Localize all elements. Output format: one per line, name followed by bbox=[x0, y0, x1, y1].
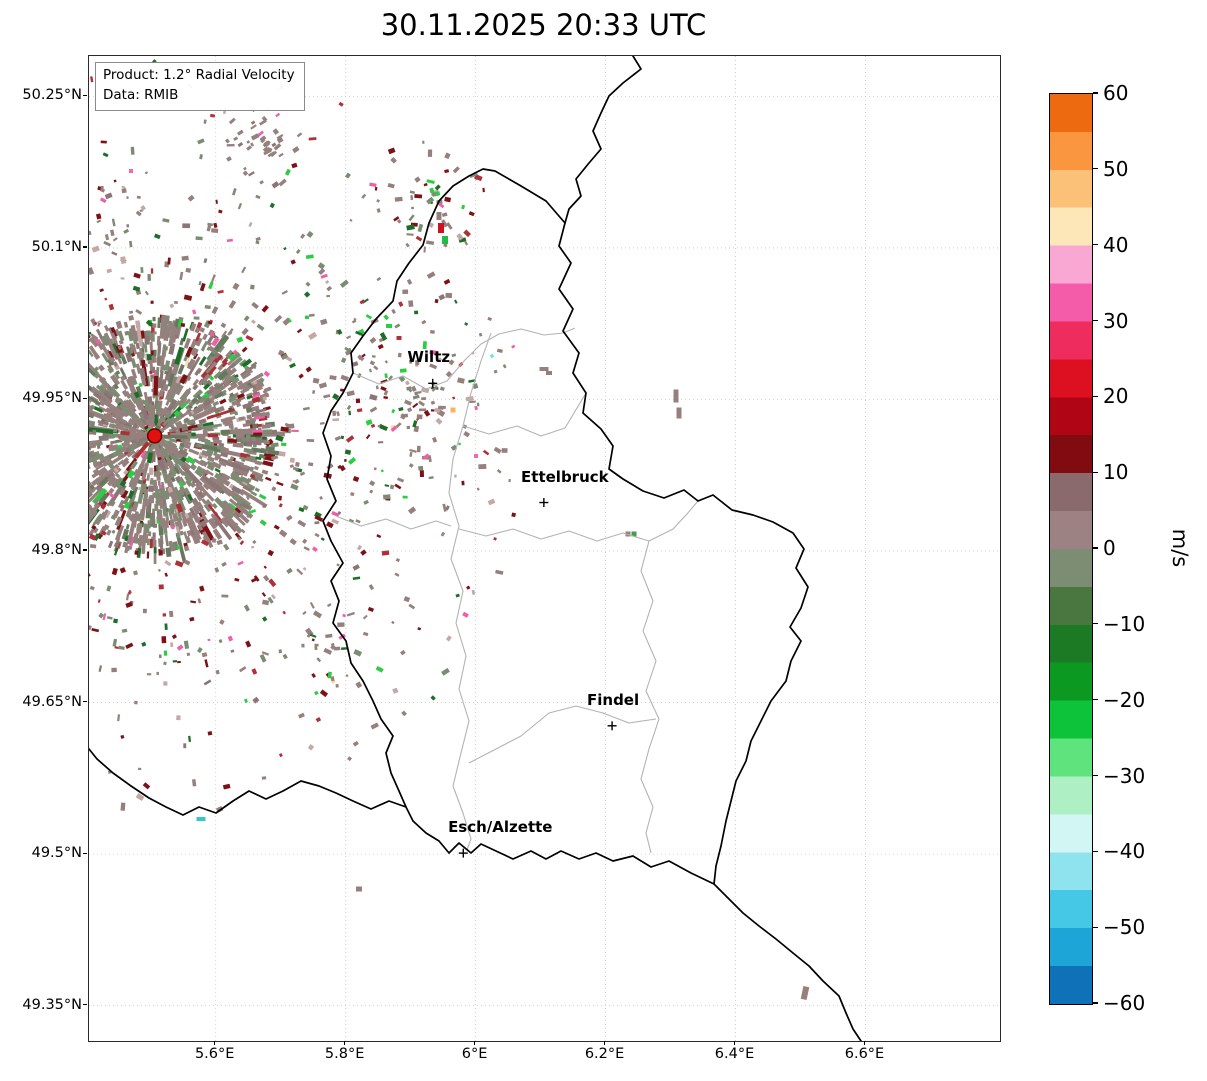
district-border bbox=[335, 515, 452, 530]
velocity-echo bbox=[673, 389, 679, 403]
colorbar-tick-label: −10 bbox=[1103, 611, 1146, 636]
figure-title: 30.11.2025 20:33 UTC bbox=[380, 8, 707, 42]
colorbar-tick-label: 40 bbox=[1103, 232, 1129, 257]
country-border bbox=[713, 883, 862, 1041]
colorbar-tick-mark bbox=[1093, 168, 1098, 170]
radar-site-marker bbox=[146, 428, 163, 444]
velocity-echo bbox=[442, 236, 448, 244]
y-tick-mark bbox=[83, 94, 87, 96]
x-tick-mark bbox=[863, 1041, 866, 1045]
district-border bbox=[458, 500, 699, 542]
velocity-echo bbox=[676, 407, 682, 419]
x-tick-mark bbox=[474, 1041, 476, 1045]
velocity-echo bbox=[396, 336, 402, 340]
y-tick-label: 49.35°N bbox=[22, 996, 82, 1013]
city-label-findel: Findel bbox=[587, 690, 640, 709]
velocity-echo bbox=[631, 531, 637, 537]
x-tick-label: 5.8°E bbox=[324, 1046, 365, 1062]
country-border bbox=[89, 748, 407, 816]
velocity-echo-layer bbox=[89, 59, 810, 1000]
colorbar-tick-label: −50 bbox=[1103, 915, 1146, 940]
y-tick-mark bbox=[83, 700, 87, 703]
colorbar-tick-label: 10 bbox=[1103, 460, 1129, 485]
district-border bbox=[462, 392, 587, 437]
y-tick-mark bbox=[83, 246, 87, 248]
colorbar-tick-label: −20 bbox=[1103, 687, 1146, 712]
x-tick-label: 6.4°E bbox=[714, 1046, 755, 1062]
y-tick-label: 49.95°N bbox=[22, 390, 82, 407]
colorbar-tick-mark bbox=[1093, 92, 1098, 94]
y-tick-mark bbox=[83, 1004, 87, 1006]
y-tick-mark bbox=[83, 397, 87, 400]
velocity-echo bbox=[438, 223, 444, 233]
colorbar-tick-mark bbox=[1093, 244, 1098, 246]
velocity-echo bbox=[539, 367, 549, 371]
velocity-echo bbox=[386, 324, 392, 328]
x-tick-mark bbox=[344, 1041, 346, 1045]
velocity-echo bbox=[196, 817, 206, 821]
velocity-echo bbox=[436, 212, 442, 220]
color-scale-bar bbox=[1049, 93, 1093, 1005]
colorbar-unit-label: m/s bbox=[1168, 528, 1192, 568]
colorbar-tick-label: −60 bbox=[1103, 991, 1146, 1015]
colorbar-tick-mark bbox=[1093, 623, 1098, 625]
velocity-echo bbox=[129, 169, 133, 173]
y-tick-label: 50.1°N bbox=[31, 238, 82, 255]
colorbar-tick-mark bbox=[1093, 319, 1098, 322]
colorbar-tick-label: −40 bbox=[1103, 839, 1146, 864]
y-tick-mark bbox=[83, 852, 87, 854]
city-label-wiltz: Wiltz bbox=[407, 348, 451, 367]
data-source-line: Data: RMIB bbox=[103, 86, 179, 103]
velocity-echo bbox=[450, 407, 456, 413]
velocity-echo bbox=[474, 454, 478, 458]
radar-velocity-map bbox=[89, 56, 1000, 1041]
x-tick-label: 6°E bbox=[461, 1046, 488, 1062]
colorbar-tick-label: 0 bbox=[1103, 536, 1116, 560]
velocity-echo bbox=[800, 986, 810, 1000]
x-tick-mark bbox=[733, 1041, 736, 1045]
x-tick-label: 5.6°E bbox=[194, 1046, 235, 1062]
y-tick-label: 50.25°N bbox=[22, 87, 82, 104]
x-tick-label: 6.6°E bbox=[844, 1046, 885, 1062]
product-info-box: Product: 1.2° Radial Velocity Data: RMIB bbox=[95, 62, 305, 112]
district-border bbox=[352, 327, 576, 390]
colorbar-tick-mark bbox=[1093, 774, 1098, 777]
x-tick-label: 6.2°E bbox=[584, 1046, 625, 1062]
colorbar-tick-mark bbox=[1093, 850, 1098, 852]
product-info-line: Product: 1.2° Radial Velocity bbox=[103, 67, 295, 83]
district-border bbox=[448, 332, 492, 851]
colorbar-tick-label: −30 bbox=[1103, 763, 1146, 788]
y-tick-mark bbox=[83, 549, 87, 551]
y-tick-label: 49.65°N bbox=[22, 693, 82, 710]
colorbar-tick-mark bbox=[1093, 926, 1098, 928]
colorbar-tick-mark bbox=[1093, 1002, 1098, 1004]
x-tick-mark bbox=[603, 1041, 606, 1045]
country-border bbox=[564, 56, 642, 224]
colorbar-tick-mark bbox=[1093, 471, 1098, 473]
colorbar-tick-label: 20 bbox=[1103, 384, 1129, 409]
colorbar-tick-label: 60 bbox=[1103, 81, 1129, 105]
x-tick-mark bbox=[214, 1041, 216, 1045]
colorbar-tick-mark bbox=[1093, 699, 1098, 701]
city-label-esch-alzette: Esch/Alzette bbox=[448, 818, 553, 837]
y-tick-label: 49.8°N bbox=[31, 542, 82, 559]
velocity-echo bbox=[356, 886, 362, 892]
district-border bbox=[640, 540, 660, 854]
colorbar-tick-label: 30 bbox=[1103, 308, 1129, 333]
colorbar-tick-label: 50 bbox=[1103, 156, 1129, 181]
map-plot-area bbox=[88, 55, 1001, 1042]
city-label-ettelbruck: Ettelbruck bbox=[521, 467, 609, 486]
colorbar-tick-mark bbox=[1093, 395, 1098, 397]
velocity-echo bbox=[546, 371, 552, 375]
colorbar-tick-mark bbox=[1093, 547, 1098, 549]
district-border bbox=[468, 705, 657, 764]
y-tick-label: 49.5°N bbox=[31, 845, 82, 862]
country-border bbox=[322, 168, 809, 885]
